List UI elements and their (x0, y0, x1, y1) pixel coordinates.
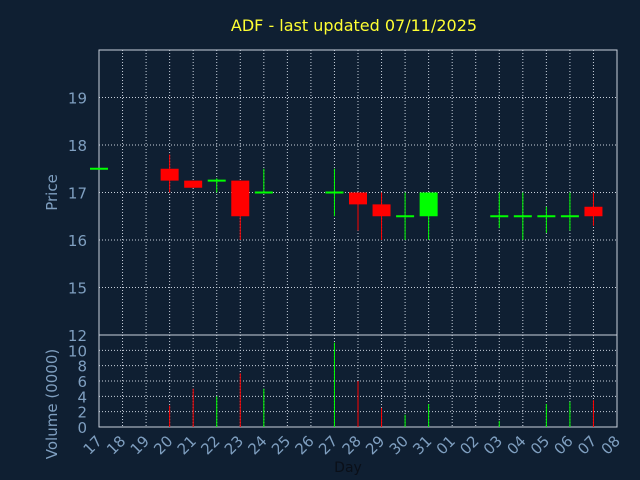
volume-tick-label: 12 (68, 327, 87, 345)
price-tick-label: 15 (68, 280, 87, 298)
x-tick-label: 07 (574, 432, 600, 458)
candle-body (231, 180, 250, 217)
x-tick-label: 05 (527, 432, 553, 458)
volume-axis-label: Volume (0000) (43, 349, 61, 459)
x-tick-label: 31 (409, 432, 435, 458)
chart-title: ADF - last updated 07/11/2025 (231, 16, 477, 35)
price-tick-label: 17 (68, 185, 87, 203)
x-tick-label: 02 (456, 432, 482, 458)
x-tick-label: 19 (127, 432, 153, 458)
x-axis-label: Day (334, 460, 362, 476)
x-tick-label: 21 (174, 432, 200, 458)
x-tick-label: 25 (268, 432, 294, 458)
x-tick-label: 23 (221, 432, 247, 458)
x-tick-label: 30 (386, 432, 412, 458)
candle-body (160, 168, 179, 181)
price-tick-label: 18 (68, 137, 87, 155)
x-tick-label: 01 (433, 432, 459, 458)
candle-body (184, 180, 203, 188)
volume-tick-label: 8 (77, 358, 87, 376)
x-tick-label: 26 (292, 432, 318, 458)
candle-body (419, 192, 438, 217)
x-tick-label: 03 (480, 432, 506, 458)
x-tick-label: 27 (315, 432, 341, 458)
price-axis-label: Price (43, 174, 61, 211)
x-tick-label: 04 (503, 432, 529, 458)
x-tick-label: 06 (551, 432, 577, 458)
price-tick-label: 16 (68, 232, 87, 250)
x-tick-label: 08 (598, 432, 624, 458)
volume-tick-label: 2 (77, 404, 87, 422)
x-tick-label: 24 (244, 432, 270, 458)
volume-tick-label: 0 (77, 419, 87, 437)
volume-tick-label: 10 (68, 342, 87, 360)
price-tick-label: 19 (68, 90, 87, 108)
x-tick-label: 28 (339, 432, 365, 458)
candle-body (584, 206, 603, 217)
volume-tick-label: 6 (77, 373, 87, 391)
candle-body (372, 204, 391, 217)
volume-tick-label: 4 (77, 388, 87, 406)
x-tick-label: 29 (362, 432, 388, 458)
x-tick-label: 22 (197, 432, 223, 458)
x-tick-label: 20 (150, 432, 176, 458)
candle-body (349, 192, 367, 205)
x-tick-label: 18 (103, 432, 129, 458)
